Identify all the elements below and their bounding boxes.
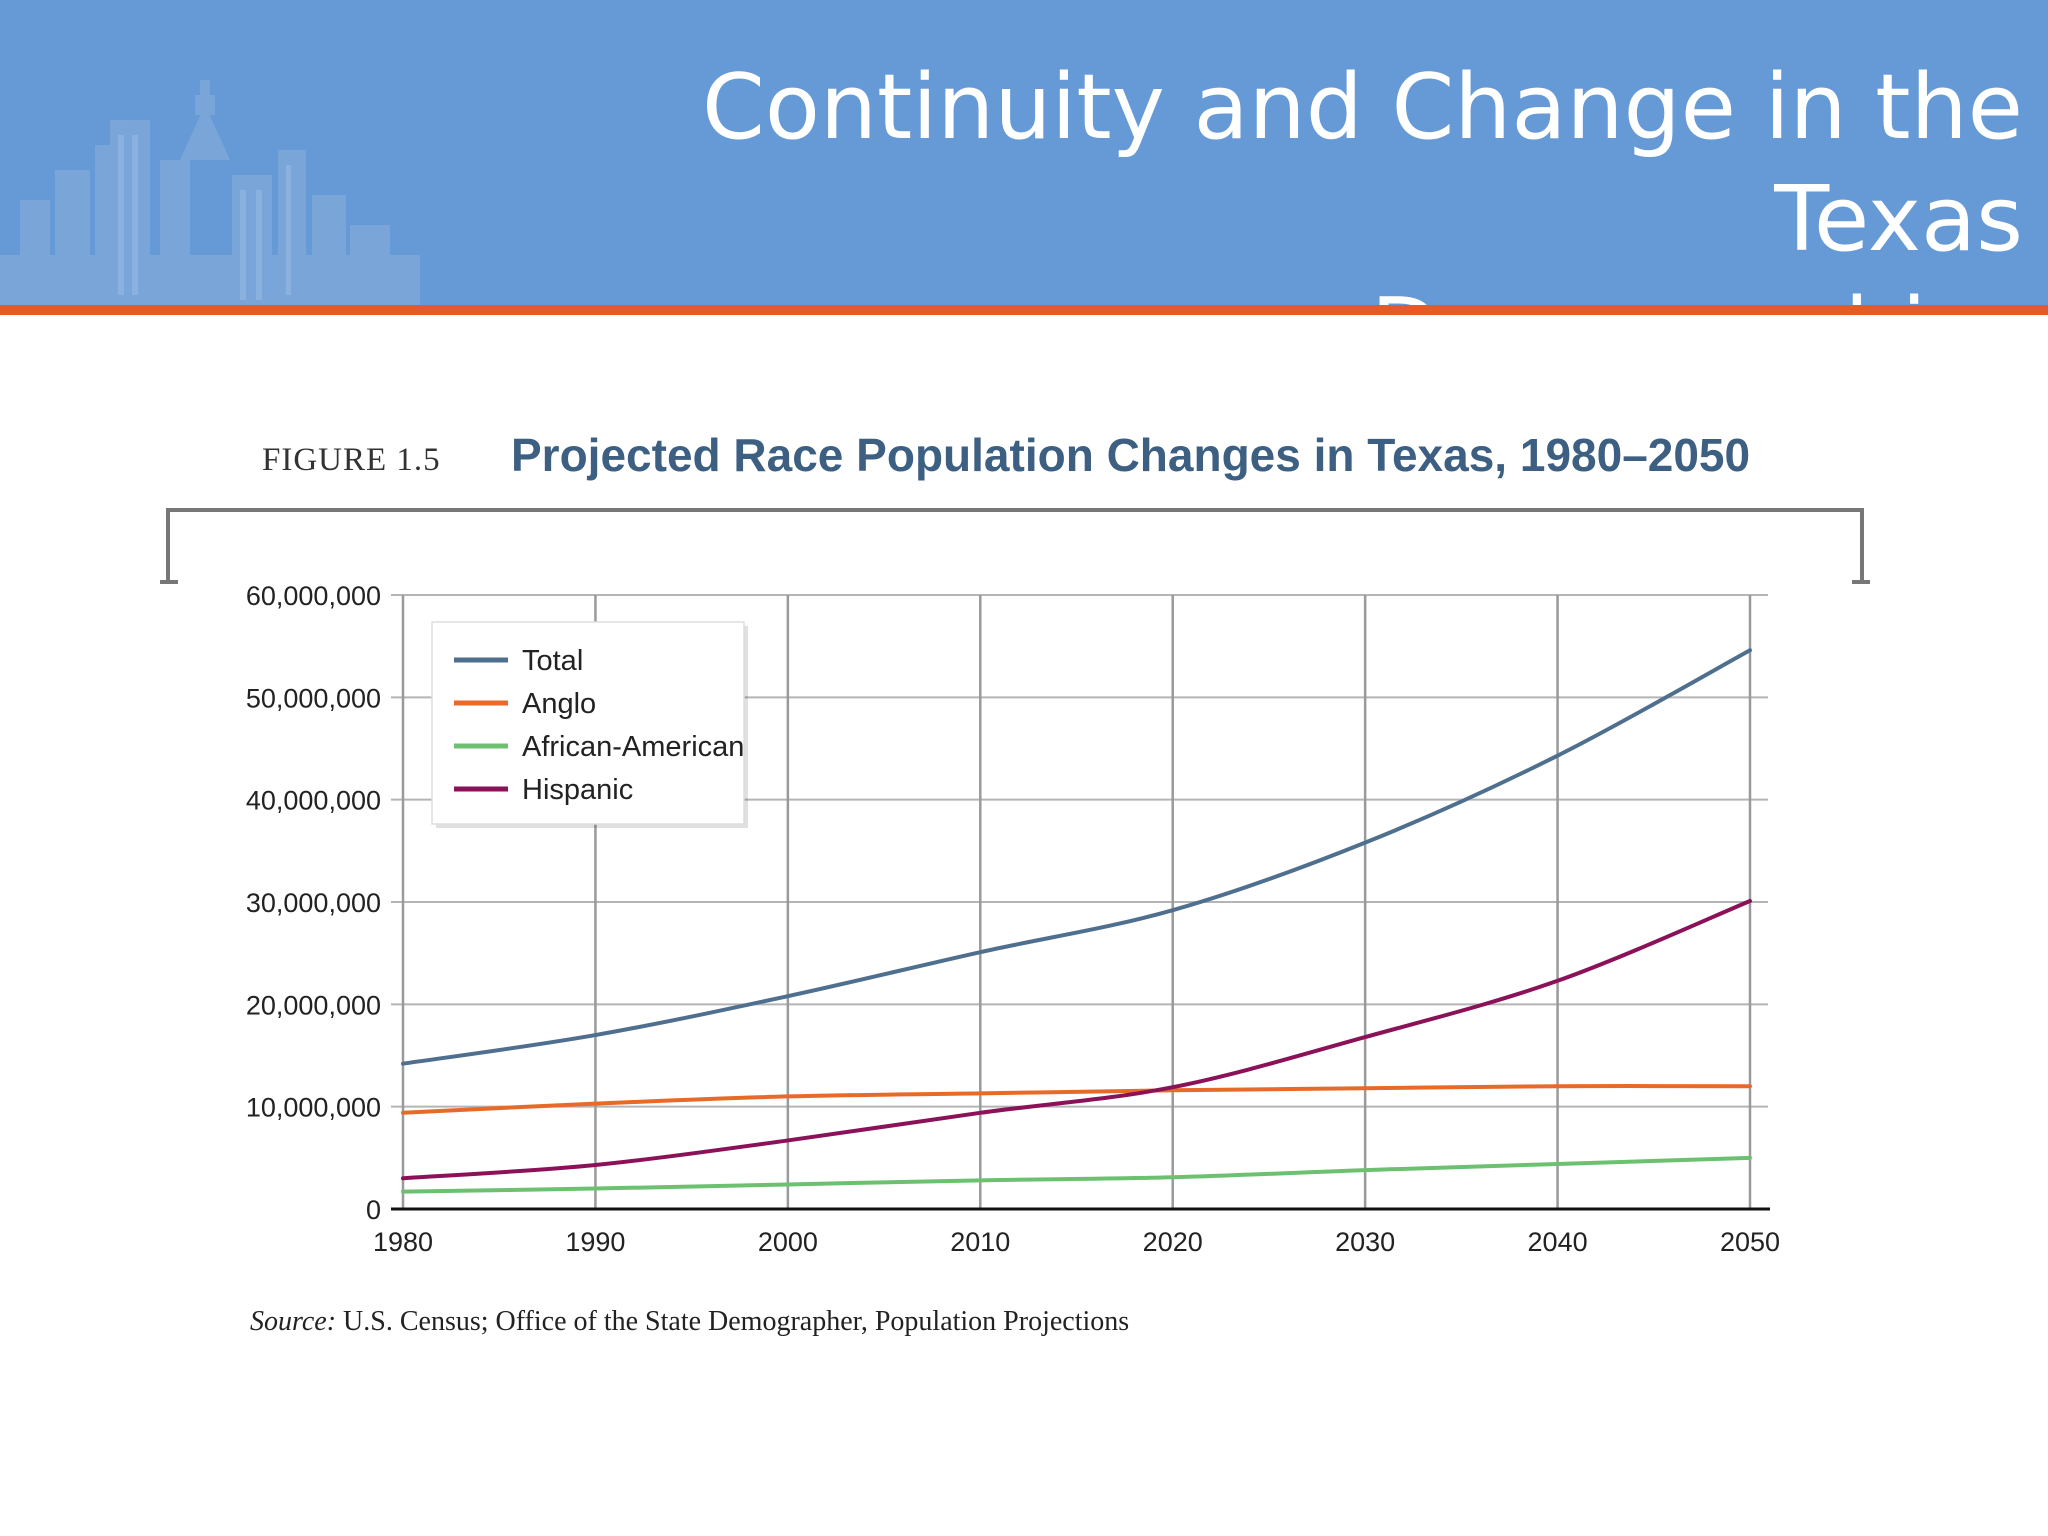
x-tick-label: 1990 (565, 1227, 625, 1257)
chart-axes: 0 10,000,000 20,000,000 30,000,000 40,000,00… (246, 581, 1780, 1257)
x-tick-label: 2030 (1335, 1227, 1395, 1257)
source-note: Source: U.S. Census; Office of the State… (250, 1306, 1129, 1338)
series-line-african-american (401, 1155, 1752, 1194)
chart-legend: Total Anglo African-American Hispanic (431, 621, 748, 828)
city-skyline-icon (0, 80, 420, 305)
series-line-total (401, 648, 1752, 1066)
y-tick-label: 60,000,000 (246, 581, 381, 611)
y-tick-label: 0 (366, 1195, 381, 1225)
series-line-anglo (401, 1084, 1752, 1115)
figure-bracket (160, 508, 1870, 584)
figure-label: FIGURE 1.5 (262, 442, 441, 478)
source-label: Source: (250, 1306, 337, 1337)
legend-label-african-american: African-American (522, 731, 744, 763)
x-tick-label: 2050 (1720, 1227, 1780, 1257)
chart-series (401, 648, 1752, 1194)
y-tick-label: 10,000,000 (246, 1093, 381, 1123)
x-tick-label: 1980 (373, 1227, 433, 1257)
y-tick-label: 40,000,000 (246, 786, 381, 816)
source-text: U.S. Census; Office of the State Demogra… (336, 1306, 1130, 1337)
slide-title: Continuity and Change in the Texas Demog… (702, 55, 2023, 305)
x-tick-label: 2020 (1143, 1227, 1203, 1257)
legend-label-total: Total (522, 645, 583, 677)
header-banner: Continuity and Change in the Texas Demog… (0, 0, 2048, 305)
x-tick-label: 2010 (950, 1227, 1010, 1257)
x-tick-label: 2040 (1528, 1227, 1588, 1257)
x-tick-label: 2000 (758, 1227, 818, 1257)
series-line-hispanic (401, 898, 1752, 1181)
y-tick-label: 20,000,000 (246, 990, 381, 1020)
y-tick-label: 30,000,000 (246, 888, 381, 918)
y-tick-label: 50,000,000 (246, 683, 381, 713)
legend-label-hispanic: Hispanic (522, 774, 633, 806)
figure-title: Projected Race Population Changes in Tex… (511, 429, 1751, 481)
legend-label-anglo: Anglo (522, 688, 596, 720)
accent-bar (0, 305, 2048, 315)
